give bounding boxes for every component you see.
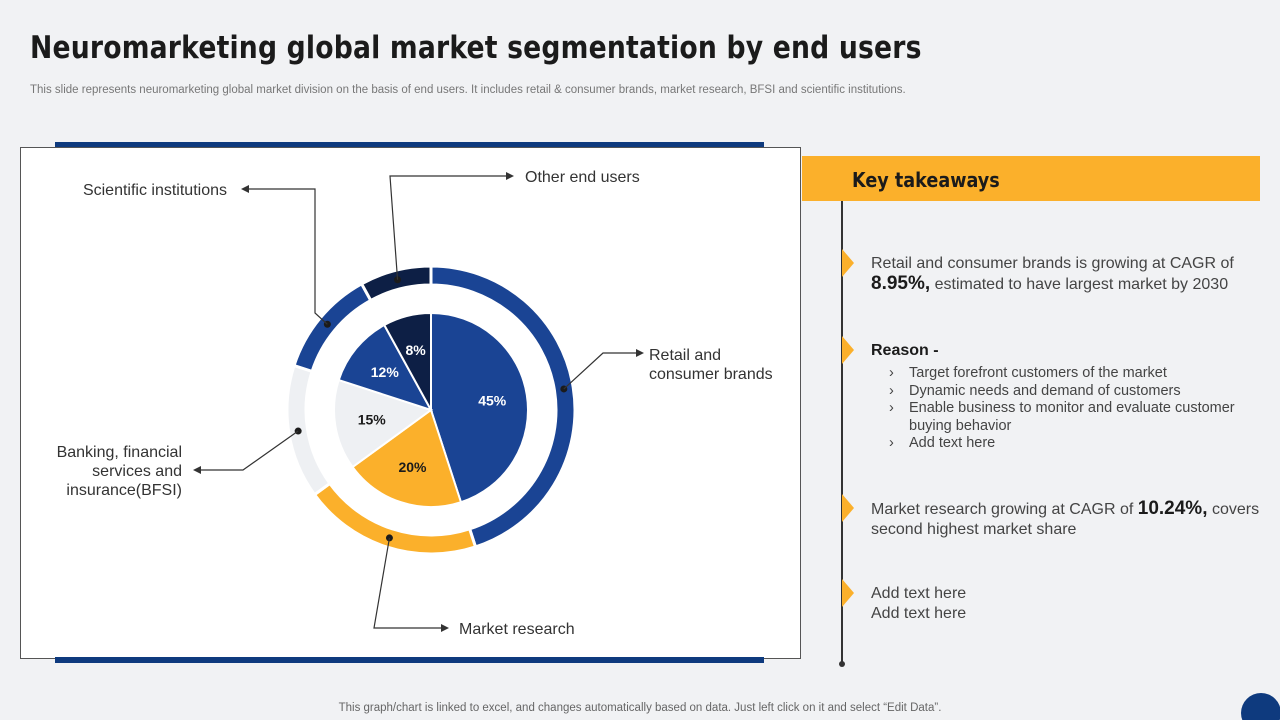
callout-line-other bbox=[389, 175, 506, 280]
key-takeaways-header: Key takeaways bbox=[802, 156, 1260, 201]
ring-segment-other bbox=[359, 264, 433, 303]
ring-segment-bfsi bbox=[285, 363, 332, 497]
pie-value-label: 8% bbox=[405, 342, 426, 358]
callout-line-market-research bbox=[373, 537, 441, 629]
callout-arrow-market-research bbox=[441, 624, 449, 632]
pie-slice-retail bbox=[430, 311, 529, 504]
key-takeaways-title: Key takeaways bbox=[852, 168, 1000, 192]
takeaway-4-line1: Add text here bbox=[871, 585, 967, 602]
timeline-marker-1 bbox=[842, 249, 854, 277]
percentage-labels: 45% 20% 15% 12% 8% bbox=[358, 342, 507, 475]
callout-arrow-retail bbox=[636, 349, 644, 357]
pie-slice-bfsi bbox=[333, 378, 434, 469]
outer-ring bbox=[285, 264, 577, 556]
takeaway-3: Market research growing at CAGR of 10.24… bbox=[871, 499, 1266, 540]
corner-decoration bbox=[1241, 693, 1280, 720]
takeaway-1-rest: estimated to have largest market by 2030 bbox=[930, 276, 1229, 293]
callout-line-retail bbox=[563, 352, 636, 390]
reason-list: Target forefront customers of the market… bbox=[871, 365, 1261, 453]
pie-value-label: 15% bbox=[358, 411, 387, 427]
callout-arrow-other bbox=[506, 172, 514, 180]
timeline-marker-4 bbox=[842, 579, 854, 607]
callout-line-scientific bbox=[249, 188, 328, 325]
takeaway-4-line2: Add text here bbox=[871, 605, 967, 622]
takeaway-3-highlight: 10.24%, bbox=[1137, 498, 1208, 519]
reason-bullet: Enable business to monitor and evaluate … bbox=[871, 400, 1261, 435]
callout-label-market-research: Market research bbox=[459, 621, 575, 638]
chart-top-bar bbox=[55, 142, 764, 148]
reason-heading: Reason - bbox=[871, 342, 939, 359]
callout-label-scientific: Scientific institutions bbox=[83, 182, 227, 199]
pie-slice-market-research bbox=[351, 408, 463, 508]
chart-bottom-bar bbox=[55, 657, 764, 663]
inner-pie bbox=[333, 311, 529, 508]
page-title: Neuromarketing global market segmentatio… bbox=[30, 30, 922, 66]
pie-value-label: 45% bbox=[478, 392, 507, 408]
callout-dot-other bbox=[394, 276, 402, 284]
donut-chart[interactable]: 45% 20% 15% 12% 8% Retail and consumer brands… bbox=[21, 148, 802, 660]
reason-bullet: Target forefront customers of the market bbox=[871, 365, 1261, 383]
callout-line-bfsi bbox=[201, 430, 299, 471]
callout-arrow-scientific bbox=[241, 185, 249, 193]
page-subtitle: This slide represents neuromarketing glo… bbox=[30, 84, 906, 96]
takeaway-4: Add text here Add text here bbox=[871, 584, 1171, 624]
timeline-marker-2 bbox=[842, 336, 854, 364]
takeaway-reason: Reason - Target forefront customers of t… bbox=[871, 341, 1261, 453]
pie-slice-other bbox=[382, 311, 432, 411]
pie-value-label: 12% bbox=[371, 364, 400, 380]
callout-label-bfsi: Banking, financial services and insurance(… bbox=[57, 444, 182, 499]
takeaway-3-rest: covers second highest market share bbox=[871, 501, 1260, 538]
pie-value-label: 20% bbox=[398, 459, 427, 475]
takeaway-1-highlight: 8.95%, bbox=[871, 273, 931, 294]
pie-slice-scientific bbox=[337, 323, 434, 412]
callouts: Retail and consumer brands Market research… bbox=[57, 169, 773, 638]
reason-bullet: Dynamic needs and demand of customers bbox=[871, 383, 1261, 401]
takeaway-3-text: Market research growing at CAGR of bbox=[871, 501, 1138, 518]
callout-label-retail: Retail and consumer brands bbox=[649, 347, 773, 383]
timeline-marker-3 bbox=[842, 494, 854, 522]
timeline-line bbox=[841, 201, 843, 664]
callout-arrow-bfsi bbox=[193, 466, 201, 474]
callout-label-other: Other end users bbox=[525, 169, 640, 186]
chart-panel[interactable]: 45% 20% 15% 12% 8% Retail and consumer brands… bbox=[20, 147, 801, 659]
timeline-end-dot bbox=[839, 661, 845, 667]
footer-note: This graph/chart is linked to excel, and… bbox=[338, 702, 942, 714]
takeaway-1-text: Retail and consumer brands is growing at… bbox=[871, 255, 1234, 272]
reason-bullet: Add text here bbox=[871, 435, 1261, 453]
takeaway-1: Retail and consumer brands is growing at… bbox=[871, 254, 1251, 295]
